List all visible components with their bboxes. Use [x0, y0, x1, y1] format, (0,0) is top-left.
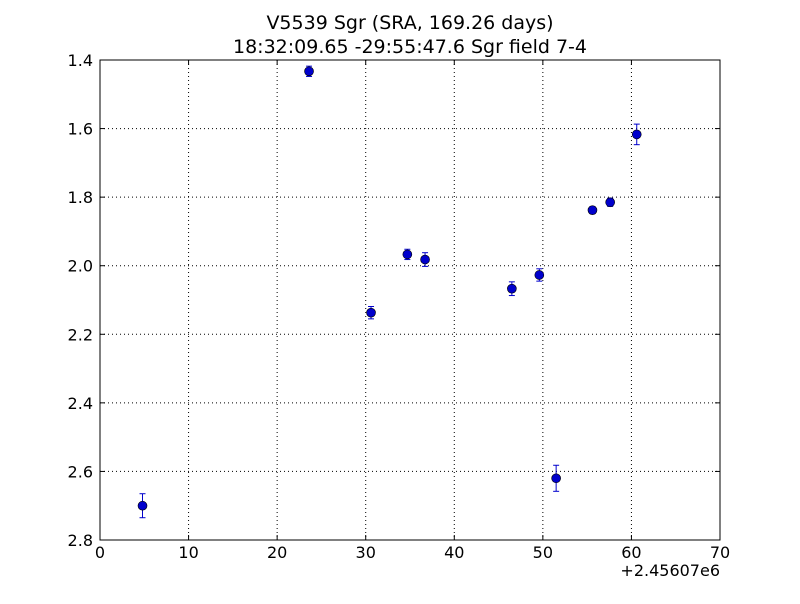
x-tick-label: 60: [621, 543, 641, 562]
data-points: [137, 65, 642, 519]
x-tick-label: 50: [533, 543, 553, 562]
data-marker: [366, 307, 376, 318]
data-point: [507, 281, 517, 297]
y-tick-label: 2.8: [68, 531, 93, 550]
data-point: [587, 205, 598, 215]
y-tick-label: 1.4: [68, 51, 93, 70]
data-point: [402, 248, 413, 261]
y-tick-label: 1.8: [68, 188, 93, 207]
x-tick-label: 70: [710, 543, 730, 562]
data-marker: [420, 254, 430, 265]
chart-title: V5539 Sgr (SRA, 169.26 days): [266, 12, 553, 34]
x-tick-label: 10: [178, 543, 198, 562]
data-point: [551, 464, 561, 492]
x-offset-label: +2.45607e6: [620, 561, 720, 580]
plot-frame: [99, 59, 721, 541]
x-tick-label: 20: [267, 543, 287, 562]
axis-ticks: [99, 59, 721, 541]
y-tick-label: 2.2: [68, 325, 93, 344]
data-marker: [631, 129, 642, 140]
x-tick-label: 0: [95, 543, 105, 562]
y-tick-label: 2.6: [68, 462, 93, 481]
data-marker: [304, 66, 314, 77]
data-point: [534, 268, 545, 282]
y-tick-label: 1.6: [68, 120, 93, 139]
x-tick-label: 40: [444, 543, 464, 562]
data-point: [631, 123, 642, 146]
x-tick-label: 30: [356, 543, 376, 562]
data-marker: [605, 197, 615, 208]
data-marker: [551, 473, 561, 484]
data-point: [137, 493, 148, 519]
data-marker: [587, 205, 598, 215]
data-point: [366, 306, 376, 320]
chart-subtitle: 18:32:09.65 -29:55:47.6 Sgr field 7-4: [233, 36, 587, 58]
data-point: [605, 197, 615, 208]
data-marker: [402, 249, 413, 260]
y-tick-label: 2.0: [68, 257, 93, 276]
grid-lines: [100, 60, 720, 540]
data-point: [304, 65, 314, 77]
data-marker: [137, 500, 148, 511]
data-marker: [534, 270, 545, 280]
data-point: [420, 252, 430, 267]
y-tick-label: 2.4: [68, 394, 93, 413]
tick-labels: 0 10 20 30 40 50 60 70 1.4 1.6 1.8 2.0 2.2 2.4 2.6 2.8: [68, 51, 731, 562]
data-marker: [507, 283, 517, 294]
